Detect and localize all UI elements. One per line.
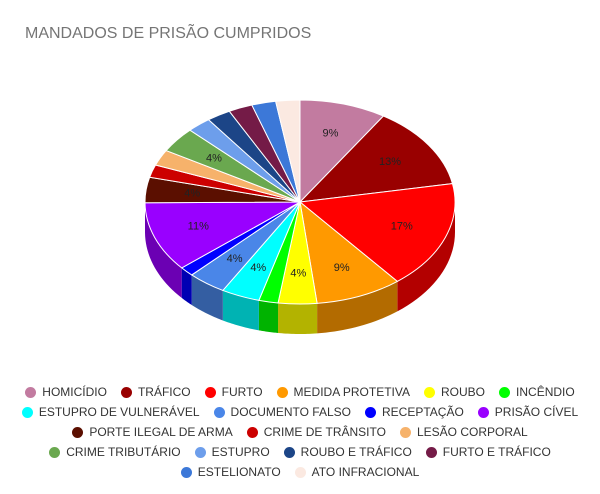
data-label: 4% — [250, 262, 266, 274]
slice — [144, 201, 301, 269]
legend-item: DOCUMENTO FALSO — [213, 404, 351, 420]
data-label: 4% — [227, 253, 243, 265]
data-label: 4% — [290, 267, 306, 279]
slice-side — [191, 274, 223, 321]
legend-item: TRÁFICO — [120, 384, 191, 400]
legend-item: RECEPTAÇÃO — [365, 404, 464, 420]
legend-swatch — [425, 446, 437, 458]
legend-item: CRIME TRIBUTÁRIO — [49, 444, 181, 460]
legend-item: LESÃO CORPORAL — [399, 424, 528, 440]
legend-swatch — [365, 406, 376, 418]
legend-swatch — [424, 386, 436, 398]
chart: MANDADOS DE PRISÃO CUMPRIDOS 9% 13% 17% 9% 4… — [25, 22, 456, 334]
legend-label: LESÃO CORPORAL — [416, 425, 528, 439]
legend-item: ROUBO — [424, 384, 485, 400]
legend-label: PRISÃO CÍVEL — [494, 405, 579, 419]
legend-label: PORTE ILEGAL DE ARMA — [89, 425, 233, 439]
legend-swatch — [180, 466, 192, 478]
data-label: 4% — [184, 187, 200, 199]
legend: HOMICÍDIO TRÁFICO FURTO MEDIDA PROTETIVA ROU… — [10, 384, 590, 480]
legend-label: ROUBO — [441, 385, 486, 399]
legend-item: ATO INFRACIONAL — [294, 464, 420, 480]
legend-label: ESTUPRO DE VULNERÁVEL — [38, 405, 200, 419]
slice — [298, 183, 456, 282]
legend-swatch — [477, 406, 489, 418]
legend-swatch — [204, 386, 216, 398]
slice — [275, 99, 301, 203]
legend-swatch — [276, 386, 288, 398]
legend-swatch — [25, 386, 37, 398]
slice-side — [397, 202, 455, 312]
legend-item: FURTO — [204, 384, 263, 400]
legend-swatch — [399, 426, 411, 438]
legend-swatch — [499, 386, 511, 398]
legend-label: FURTO — [221, 385, 263, 399]
legend-label: RECEPTAÇÃO — [382, 405, 464, 419]
legend-swatch — [21, 406, 33, 418]
slice — [299, 200, 399, 304]
chart-title: MANDADOS DE PRISÃO CUMPRIDOS — [25, 22, 311, 42]
legend-label: MEDIDA PROTETIVA — [293, 385, 411, 399]
legend-label: HOMICÍDIO — [42, 385, 107, 399]
slice-side — [317, 281, 398, 334]
legend-swatch — [120, 386, 132, 398]
legend-label: TRÁFICO — [137, 385, 191, 399]
slice-side — [278, 302, 318, 334]
legend-swatch — [246, 426, 258, 438]
slice — [299, 99, 385, 204]
legend-swatch — [213, 406, 225, 418]
legend-item: HOMICÍDIO — [25, 384, 107, 400]
data-label: 9% — [334, 262, 350, 274]
legend-item: FURTO E TRÁFICO — [425, 444, 551, 460]
slice-side — [222, 290, 259, 331]
legend-label: ESTELIONATO — [197, 465, 281, 479]
legend-swatch — [283, 446, 295, 458]
slice-side — [258, 300, 279, 333]
legend-item: PORTE ILEGAL DE ARMA — [72, 424, 233, 440]
data-label: 9% — [322, 127, 338, 139]
legend-swatch — [194, 446, 206, 458]
data-label: 11% — [188, 221, 209, 233]
legend-item: INCÊNDIO — [499, 384, 575, 400]
legend-label: ROUBO E TRÁFICO — [300, 445, 412, 459]
data-label: 13% — [379, 156, 401, 168]
legend-item: ESTUPRO DE VULNERÁVEL — [21, 404, 200, 420]
legend-item: MEDIDA PROTETIVA — [276, 384, 411, 400]
legend-label: INCÊNDIO — [516, 385, 575, 399]
slice-side — [181, 267, 192, 305]
legend-label: DOCUMENTO FALSO — [230, 405, 351, 419]
legend-label: ATO INFRACIONAL — [311, 465, 420, 479]
data-label: 4% — [206, 152, 222, 164]
legend-item: ESTUPRO — [194, 444, 270, 460]
legend-item: ESTELIONATO — [180, 464, 281, 480]
legend-label: CRIME DE TRÂNSITO — [263, 425, 386, 439]
legend-item: CRIME DE TRÂNSITO — [246, 424, 386, 440]
legend-item: ROUBO E TRÁFICO — [283, 444, 412, 460]
legend-label: CRIME TRIBUTÁRIO — [66, 445, 181, 459]
legend-label: FURTO E TRÁFICO — [442, 445, 551, 459]
legend-swatch — [294, 466, 306, 478]
legend-item: PRISÃO CÍVEL — [477, 404, 579, 420]
legend-swatch — [49, 446, 61, 458]
data-label: 17% — [391, 221, 413, 233]
legend-swatch — [72, 426, 84, 438]
legend-label: ESTUPRO — [211, 445, 270, 459]
slice — [298, 115, 454, 203]
